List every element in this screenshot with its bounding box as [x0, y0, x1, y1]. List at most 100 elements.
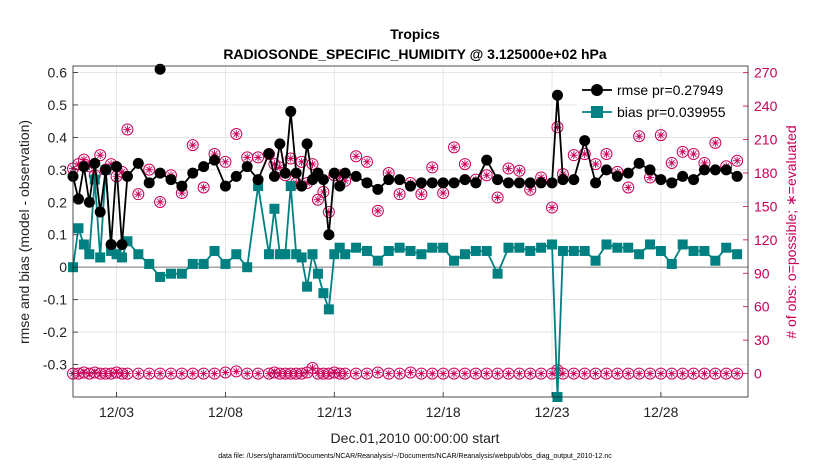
obs-possible-point [415, 188, 428, 201]
obs-evaluated-point [210, 150, 219, 159]
rmse-point [361, 177, 373, 189]
bias-point [547, 239, 558, 250]
bias-point [481, 245, 492, 256]
bias-point [318, 288, 329, 299]
obs-evaluated-point [117, 167, 126, 176]
obs-evaluated-point [460, 369, 469, 378]
bias-point [95, 252, 106, 263]
obs-evaluated-point [85, 369, 94, 378]
rmse-point [111, 161, 123, 173]
x-axis-label: Dec.01,2010 00:00:00 start [331, 430, 500, 446]
obs-evaluated-point [352, 152, 361, 161]
obs-evaluated-point [232, 129, 241, 138]
obs-evaluated-point [270, 368, 279, 377]
obs-evaluated-point [275, 369, 284, 378]
rmse-point [241, 161, 253, 173]
obs-evaluated-point [156, 197, 165, 206]
obs-evaluated-point [537, 369, 546, 378]
obs-possible-point [186, 139, 199, 152]
bias-point [732, 249, 743, 260]
bias-point [253, 181, 264, 192]
obs-evaluated-point [199, 183, 208, 192]
bias-point [231, 249, 242, 260]
obs-evaluated-point [711, 138, 720, 147]
y2-tick-label: 150 [754, 198, 778, 214]
obs-evaluated-point [335, 171, 344, 180]
rmse-point [546, 177, 558, 189]
obs-evaluated-point [199, 369, 208, 378]
bias-point [198, 258, 209, 269]
obs-evaluated-point [700, 158, 709, 167]
legend-rmse-label: rmse pr=0.27949 [617, 82, 723, 98]
rmse-point [350, 170, 362, 182]
rmse-point [470, 177, 482, 189]
obs-evaluated-point [210, 369, 219, 378]
rmse-point [622, 167, 634, 179]
bias-point [291, 249, 302, 260]
obs-evaluated-point [362, 157, 371, 166]
obs-possible-point [480, 169, 493, 182]
rmse-point [83, 196, 95, 208]
bias-point [492, 268, 503, 279]
obs-possible-point [230, 127, 243, 140]
obs-evaluated-point [548, 203, 557, 212]
obs-evaluated-point [243, 153, 252, 162]
bias-point [133, 249, 144, 260]
obs-possible-point [371, 204, 384, 217]
rmse-point [426, 177, 438, 189]
rmse-point [78, 161, 90, 173]
bias-point [296, 252, 307, 263]
rmse-point [448, 177, 460, 189]
bias-point [78, 239, 89, 250]
bias-point [721, 242, 732, 253]
obs-evaluated-point [450, 369, 459, 378]
obs-evaluated-point [384, 168, 393, 177]
bias-point [579, 245, 590, 256]
bias-point [557, 245, 568, 256]
obs-possible-point [731, 367, 744, 380]
obs-evaluated-point [689, 150, 698, 159]
obs-evaluated-point [493, 193, 502, 202]
obs-possible-point [709, 136, 722, 149]
rmse-point [89, 157, 101, 169]
obs-evaluated-point [341, 369, 350, 378]
obs-evaluated-point [406, 368, 415, 377]
rmse-point [524, 177, 536, 189]
rmse-point [372, 183, 384, 195]
rmse-point [274, 138, 286, 150]
rmse-point [492, 174, 504, 186]
obs-evaluated-point [646, 369, 655, 378]
obs-evaluated-point [373, 206, 382, 215]
obs-possible-point [551, 121, 564, 134]
y2-tick-label: 60 [754, 299, 770, 315]
rmse-point [688, 174, 700, 186]
legend-box [577, 77, 743, 123]
obs-evaluated-point [439, 189, 448, 198]
x-tick-label: 12/08 [208, 404, 243, 420]
obs-possible-point [197, 181, 210, 194]
rmse-point [535, 177, 547, 189]
bias-point [590, 255, 601, 266]
obs-evaluated-point [678, 147, 687, 156]
rmse-point [176, 180, 188, 192]
obs-evaluated-point [79, 368, 88, 377]
obs-evaluated-point [324, 369, 333, 378]
obs-evaluated-point [341, 176, 350, 185]
plot-area [67, 63, 744, 402]
obs-possible-point [143, 163, 156, 176]
rmse-point [209, 154, 221, 166]
bias-point [220, 258, 231, 269]
obs-evaluated-point [439, 369, 448, 378]
obs-evaluated-point [324, 207, 333, 216]
bias-point [677, 239, 688, 250]
obs-evaluated-point [602, 369, 611, 378]
obs-possible-point [731, 154, 744, 167]
obs-evaluated-point [569, 151, 578, 160]
obs-evaluated-point [145, 165, 154, 174]
bias-point [427, 242, 438, 253]
obs-evaluated-point [580, 369, 589, 378]
obs-possible-point [284, 152, 297, 165]
obs-evaluated-point [395, 369, 404, 378]
bias-point [340, 249, 351, 260]
obs-possible-point [578, 148, 591, 161]
